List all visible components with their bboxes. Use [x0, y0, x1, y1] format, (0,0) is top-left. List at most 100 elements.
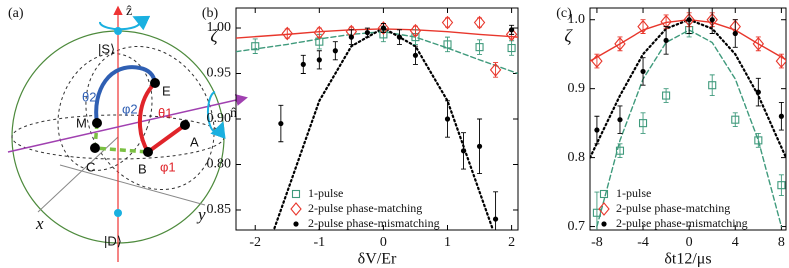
- x-tick-label: 0: [686, 235, 693, 250]
- marker-circle: [508, 27, 515, 33]
- marker-circle: [412, 52, 419, 58]
- marker-diamond: [281, 26, 293, 41]
- plot-content: [236, 15, 518, 230]
- plot-frame: [589, 7, 787, 231]
- marker-circle: [460, 148, 467, 154]
- n-axis-line: [7, 94, 248, 153]
- error-bar: [617, 36, 623, 52]
- error-bar: [445, 36, 450, 53]
- marker-circle: [732, 30, 738, 37]
- y-label: y: [196, 205, 206, 224]
- x-axis-label: δt12/μs: [664, 251, 711, 268]
- marker-circle: [640, 68, 646, 75]
- marker-circle: [601, 221, 607, 227]
- fit-curve: [236, 28, 518, 39]
- error-bar: [755, 133, 761, 148]
- y-tick-label: 0.7: [568, 219, 586, 234]
- marker-square: [662, 91, 671, 100]
- marker-diamond: [489, 63, 502, 77]
- y-axis-label: ζ: [564, 26, 573, 46]
- fit-curve: [236, 30, 518, 75]
- marker-diamond: [591, 54, 603, 68]
- x-tick-label: 8: [778, 235, 785, 250]
- error-bar: [778, 53, 784, 69]
- legend-label: 2-pulse phase-matching: [616, 201, 730, 215]
- legend-label: 2-pulse phase-matching: [308, 201, 422, 215]
- marker-square: [708, 81, 717, 90]
- point-label: B: [138, 161, 147, 176]
- point: [143, 147, 153, 157]
- y-tick-label: 0.80: [207, 157, 232, 172]
- orbit: [57, 53, 153, 171]
- marker-square: [615, 146, 625, 155]
- n-label: n̂: [230, 106, 237, 121]
- x-label: x: [35, 214, 44, 233]
- marker-diamond: [313, 25, 326, 40]
- path-blue: [94, 65, 157, 124]
- state-dot: [114, 209, 122, 217]
- marker-circle: [663, 37, 669, 44]
- legend-label: 2-pulse phase-mismatching: [308, 216, 440, 230]
- marker-square: [731, 115, 740, 124]
- x-tick-label: 1: [444, 235, 451, 250]
- error-bar: [252, 38, 258, 54]
- marker-circle: [778, 113, 784, 119]
- angle-label: φ1: [160, 159, 176, 174]
- x-tick-label: -4: [637, 235, 649, 250]
- rotation-arrow: [206, 91, 226, 139]
- marker-diamond: [598, 202, 610, 216]
- y-axis-line: [59, 164, 206, 206]
- marker-square: [599, 189, 609, 199]
- y-tick-label: 0.9: [568, 81, 586, 96]
- panel-label: (a): [8, 6, 24, 21]
- marker-diamond: [775, 54, 786, 68]
- x-tick-label: 2: [508, 235, 515, 250]
- marker-circle: [364, 29, 370, 36]
- x-tick-label: 0: [380, 235, 387, 250]
- marker-diamond: [505, 27, 518, 42]
- marker-square: [592, 208, 601, 217]
- marker-diamond: [290, 202, 302, 216]
- marker-square: [638, 119, 648, 128]
- marker-diamond: [409, 23, 422, 38]
- x-tick-label: -1: [313, 235, 325, 250]
- x-tick-label: -2: [249, 235, 261, 250]
- point-label: A: [190, 134, 199, 149]
- y-axis-label: ζ: [210, 26, 219, 46]
- plot-content: [590, 8, 786, 230]
- marker-diamond: [441, 15, 454, 30]
- error-bar: [640, 19, 646, 34]
- error-bar: [493, 62, 499, 78]
- panel-label: (c): [556, 6, 572, 21]
- plot-frame: [235, 7, 519, 231]
- angle-label: θ2: [82, 89, 96, 104]
- legend-label: 1-pulse: [308, 186, 343, 200]
- marker-circle: [380, 25, 387, 31]
- marker-circle: [686, 17, 692, 23]
- angle-label: θ1: [158, 105, 172, 120]
- state-label: |S⟩: [98, 41, 115, 56]
- error-bar: [755, 36, 761, 52]
- point: [180, 120, 190, 130]
- marker-circle: [492, 216, 499, 222]
- y-tick-label: 0.95: [207, 66, 232, 81]
- marker-circle: [755, 89, 761, 95]
- marker-diamond: [377, 21, 390, 35]
- marker-circle: [396, 34, 403, 40]
- state-label: |D⟩: [104, 233, 122, 248]
- point: [92, 118, 102, 128]
- marker-diamond: [614, 36, 626, 51]
- marker-square: [291, 189, 301, 199]
- error-bar: [617, 143, 623, 159]
- error-bar: [477, 39, 483, 55]
- y-tick-label: 1.00: [207, 20, 232, 35]
- error-bar: [709, 74, 715, 97]
- error-bar: [778, 174, 784, 196]
- point: [90, 143, 100, 153]
- x-tick-label: 4: [732, 235, 739, 250]
- error-bar: [732, 112, 738, 128]
- marker-circle: [617, 117, 623, 123]
- x-tick-label: -8: [591, 235, 603, 250]
- marker-circle: [278, 120, 284, 127]
- x-axis-line: [37, 136, 119, 213]
